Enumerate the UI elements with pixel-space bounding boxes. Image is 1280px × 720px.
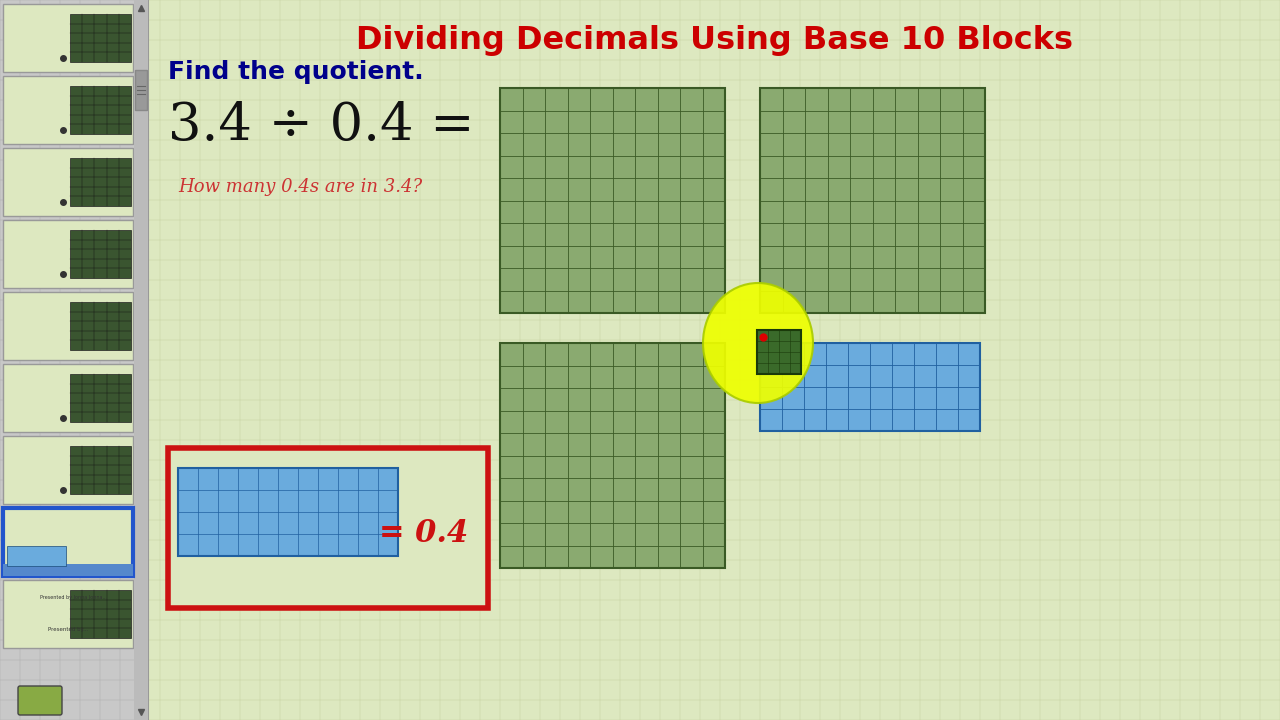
- Bar: [500, 88, 724, 313]
- Bar: [70, 518, 131, 566]
- Bar: [70, 158, 131, 206]
- Bar: [756, 330, 801, 374]
- Text: Presented by...: Presented by...: [47, 626, 88, 631]
- Bar: [3, 292, 133, 360]
- Bar: [3, 564, 133, 576]
- Bar: [70, 86, 131, 134]
- FancyBboxPatch shape: [18, 686, 61, 715]
- Bar: [134, 0, 148, 720]
- Ellipse shape: [703, 283, 813, 403]
- Text: = 0.4: = 0.4: [379, 518, 468, 549]
- Bar: [70, 14, 131, 62]
- Bar: [70, 374, 131, 422]
- Bar: [3, 580, 133, 648]
- Bar: [3, 148, 133, 216]
- Bar: [70, 302, 131, 350]
- Bar: [134, 70, 147, 110]
- Bar: [500, 343, 724, 568]
- Text: 3.4 ÷ 0.4 =: 3.4 ÷ 0.4 =: [168, 100, 475, 151]
- Bar: [760, 343, 980, 431]
- Bar: [760, 88, 986, 313]
- Bar: [3, 4, 133, 72]
- Bar: [6, 546, 67, 566]
- Bar: [70, 230, 131, 278]
- Text: Presented by Jonna Jonna...: Presented by Jonna Jonna...: [40, 595, 106, 600]
- Bar: [3, 76, 133, 144]
- Bar: [3, 364, 133, 432]
- Bar: [3, 508, 133, 576]
- Bar: [168, 448, 488, 608]
- Bar: [0, 0, 148, 720]
- Bar: [3, 436, 133, 504]
- Text: Find the quotient.: Find the quotient.: [168, 60, 424, 84]
- Bar: [178, 468, 398, 556]
- Bar: [3, 220, 133, 288]
- Text: Dividing Decimals Using Base 10 Blocks: Dividing Decimals Using Base 10 Blocks: [357, 25, 1074, 56]
- Bar: [70, 590, 131, 638]
- Bar: [70, 446, 131, 494]
- Bar: [3, 508, 133, 576]
- Text: How many 0.4s are in 3.4?: How many 0.4s are in 3.4?: [178, 178, 422, 196]
